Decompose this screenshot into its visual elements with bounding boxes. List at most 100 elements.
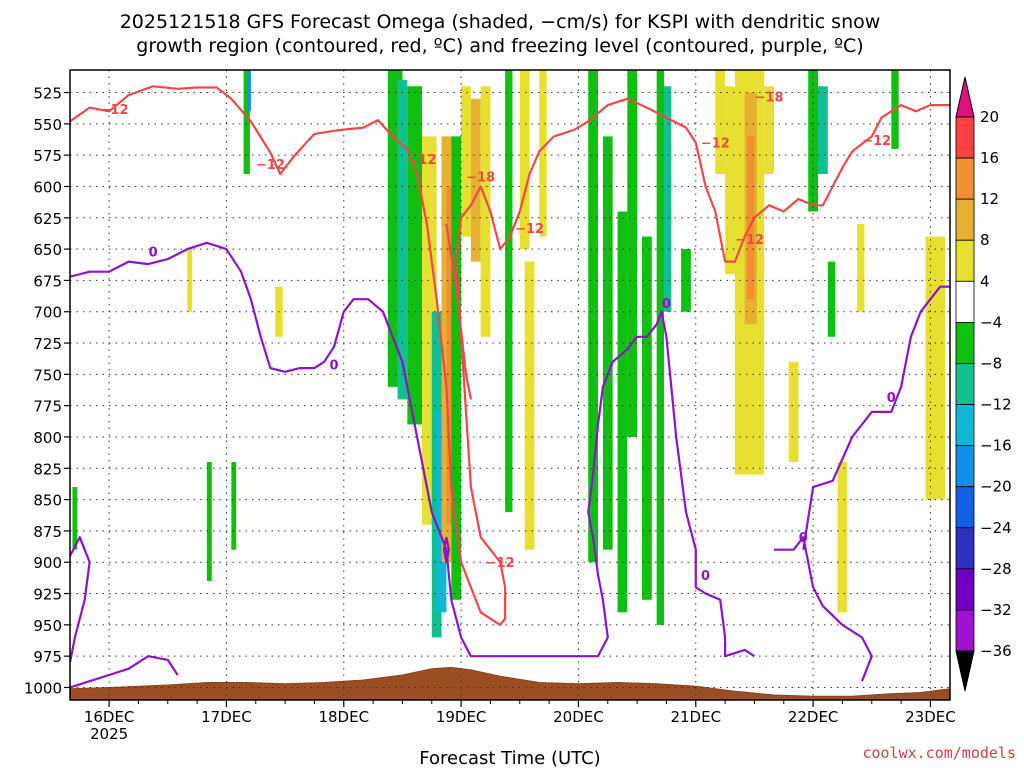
y-tick-label: 575 bbox=[33, 147, 62, 165]
y-axis-ticks: 525 550 575 600 625 650 675 700 725 750 775 800 825 8… bbox=[24, 85, 70, 697]
y-tick-label: 550 bbox=[33, 116, 62, 134]
freezing-contour-line bbox=[70, 536, 91, 663]
y-tick-label: 825 bbox=[33, 460, 62, 478]
omega-cell bbox=[505, 70, 513, 513]
colorbar-swatch bbox=[955, 404, 975, 447]
omega-cell bbox=[664, 86, 672, 312]
omega-cell bbox=[519, 70, 530, 250]
freezing-contour-label: 0 bbox=[701, 569, 710, 584]
y-tick-label: 725 bbox=[33, 335, 62, 353]
dgz-contour-label: −18 bbox=[466, 170, 495, 185]
omega-cell bbox=[231, 462, 237, 550]
omega-cell bbox=[837, 462, 848, 613]
chart-title-line1: 2025121518 GFS Forecast Omega (shaded, −… bbox=[120, 11, 881, 33]
omega-cell bbox=[246, 70, 251, 112]
omega-cell bbox=[441, 136, 452, 563]
y-tick-label: 700 bbox=[33, 304, 62, 322]
x-tick-label: 16DEC bbox=[84, 708, 135, 726]
omega-cell bbox=[715, 70, 726, 174]
colorbar-label: 20 bbox=[980, 108, 999, 126]
x-tick-label: 23DEC bbox=[905, 708, 956, 726]
y-tick-label: 975 bbox=[33, 648, 62, 666]
y-tick-label: 875 bbox=[33, 523, 62, 541]
x-tick-sublabel: 2025 bbox=[90, 725, 128, 743]
freezing-contour-label: 0 bbox=[149, 246, 158, 261]
colorbar-label: −8 bbox=[980, 354, 1002, 372]
colorbar-swatch bbox=[955, 445, 975, 488]
colorbar-label: −16 bbox=[980, 437, 1012, 455]
gridlines bbox=[70, 70, 950, 700]
dgz-contour-label: −12 bbox=[701, 137, 730, 152]
omega-cell bbox=[407, 86, 422, 425]
x-tick-label: 22DEC bbox=[788, 708, 839, 726]
omega-cell bbox=[588, 70, 598, 563]
y-tick-label: 625 bbox=[33, 210, 62, 228]
plot-area: −12 −12 −12 −18 −12 −12 −18 −12 −12 −12 0 0 0 0 0 0 bbox=[70, 70, 950, 700]
freezing-contour-line bbox=[774, 536, 873, 682]
freezing-contour-line bbox=[442, 536, 450, 564]
x-tick-label: 21DEC bbox=[670, 708, 721, 726]
colorbar-swatch bbox=[955, 280, 975, 323]
freezing-contour-label: 0 bbox=[799, 531, 808, 546]
omega-cell bbox=[602, 136, 613, 550]
dgz-contour-line bbox=[445, 223, 472, 400]
y-tick-label: 925 bbox=[33, 586, 62, 604]
colorbar-label: −36 bbox=[980, 642, 1012, 660]
omega-cell bbox=[656, 70, 664, 625]
omega-cell bbox=[480, 86, 491, 337]
y-tick-label: 850 bbox=[33, 492, 62, 510]
omega-cell bbox=[206, 462, 212, 582]
omega-cell bbox=[857, 224, 865, 312]
y-tick-label: 775 bbox=[33, 398, 62, 416]
omega-cell bbox=[808, 70, 818, 212]
plot-frame bbox=[69, 69, 951, 701]
colorbar-label: 16 bbox=[980, 149, 999, 167]
omega-cell bbox=[764, 86, 774, 174]
y-tick-label: 600 bbox=[33, 178, 62, 196]
dgz-contour-label: −12 bbox=[100, 103, 129, 118]
colorbar-swatch bbox=[955, 568, 975, 611]
colorbar-label: −24 bbox=[980, 519, 1012, 537]
colorbar-swatch bbox=[955, 239, 975, 282]
colorbar-label: −12 bbox=[980, 396, 1012, 414]
colorbar-bottom-arrow bbox=[955, 650, 975, 692]
colorbar-swatch bbox=[955, 363, 975, 405]
y-tick-label: 525 bbox=[33, 85, 62, 103]
colorbar-swatch bbox=[955, 609, 975, 652]
colorbar-swatch bbox=[955, 486, 975, 529]
omega-cell bbox=[627, 70, 638, 437]
y-tick-label: 900 bbox=[33, 554, 62, 572]
omega-cell bbox=[446, 186, 454, 525]
x-tick-label: 20DEC bbox=[553, 708, 604, 726]
dgz-contour-label: −12 bbox=[515, 222, 544, 237]
colorbar-label: 8 bbox=[980, 231, 990, 249]
colorbar-swatch bbox=[955, 198, 975, 241]
dgz-contour-label: −18 bbox=[755, 90, 784, 105]
dgz-contour-label: −12 bbox=[256, 158, 285, 173]
colorbar-swatch bbox=[955, 527, 975, 570]
x-tick-label: 19DEC bbox=[436, 708, 487, 726]
omega-cell bbox=[681, 249, 691, 312]
freezing-contour-label: 0 bbox=[887, 391, 896, 406]
dgz-contour-line bbox=[70, 85, 950, 626]
omega-cell bbox=[397, 80, 408, 400]
dgz-contour-label: −12 bbox=[408, 153, 437, 168]
x-tick-label: 18DEC bbox=[318, 708, 369, 726]
freezing-contours: 0 0 0 0 0 0 bbox=[70, 241, 950, 689]
omega-cell bbox=[788, 361, 799, 463]
colorbar-swatch bbox=[955, 116, 975, 159]
omega-shading bbox=[72, 70, 946, 638]
y-tick-label: 1000 bbox=[24, 679, 62, 697]
y-tick-label: 650 bbox=[33, 241, 62, 259]
x-axis-label: Forecast Time (UTC) bbox=[419, 748, 600, 768]
omega-cell bbox=[539, 70, 547, 237]
colorbar-swatch bbox=[955, 321, 975, 364]
omega-cell bbox=[243, 70, 250, 174]
omega-cell bbox=[725, 86, 735, 275]
dgz-contour-label: −12 bbox=[735, 233, 764, 248]
freezing-contour-line bbox=[70, 655, 179, 689]
colorbar-label: −28 bbox=[980, 560, 1012, 578]
omega-cell bbox=[451, 136, 462, 600]
